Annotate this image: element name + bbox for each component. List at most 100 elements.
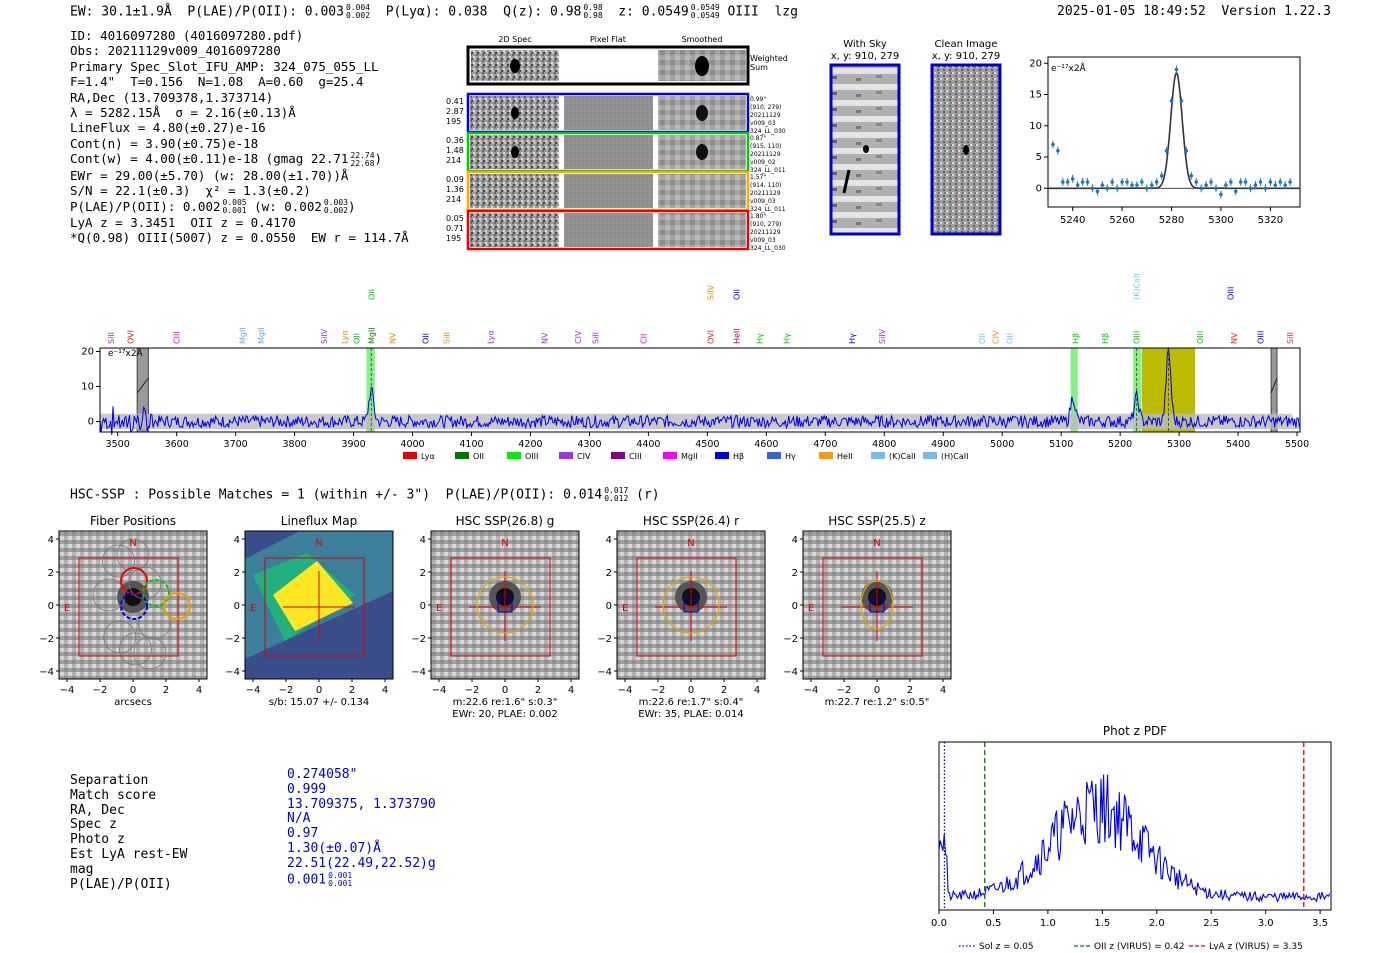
thumb-ytick-label: 4 <box>792 535 798 546</box>
emission-line-label: SiII <box>1286 332 1295 344</box>
emission-line-label: SiII <box>107 332 116 344</box>
thumb-0: Fiber Positions N E 4 2 0 −2 −4 −4 −2 0 2 4 arcsecs <box>40 514 208 708</box>
thumb-ytick-label: −2 <box>225 634 240 645</box>
line-id: OIII <box>727 4 759 20</box>
label-match-score: Match score <box>70 787 157 803</box>
zoom-ytick-label: 20 <box>1030 58 1042 69</box>
emission-line-label: OIII <box>1133 331 1142 344</box>
weighted-label-2: Sum <box>750 63 768 72</box>
zoom-data-point <box>1263 186 1268 191</box>
emission-line-label: OII <box>978 333 987 344</box>
compass-e: E <box>808 603 814 614</box>
legend-swatch <box>663 452 677 459</box>
zoom-data-point <box>1209 180 1213 184</box>
info-plae: P(LAE)/P(OII): 0.002 0.005 0.001 (w: 0.002… <box>70 198 356 216</box>
emission-line-label: NV <box>388 332 397 344</box>
compass-e: E <box>64 603 70 614</box>
emission-line-label: Hβ <box>1101 333 1110 344</box>
thumbnails: Fiber Positions N E 4 2 0 −2 −4 −4 −2 0 2 4 arcsecs Li… <box>40 514 952 720</box>
thumb-caption: EWr: 35, PLAE: 0.014 <box>638 709 744 720</box>
zoom-data-point <box>1283 183 1287 187</box>
zoom-data-point <box>1268 180 1273 184</box>
legend-label: MgII <box>681 452 698 461</box>
pdf-title: Phot z PDF <box>1103 724 1167 738</box>
emission-line-label: Hγ <box>782 333 791 344</box>
info-lya: LyA z = 3.3451 OII z = 0.4170 <box>70 215 296 231</box>
full-xtick-label: 5200 <box>1108 439 1132 450</box>
thumb-1: Lineflux Map N E 4 2 0 −2 −4 −4 −2 0 2 4 s/b: 15.07 +… <box>225 514 394 708</box>
thumb-ytick-label: −4 <box>783 667 798 678</box>
info-radec: RA,Dec (13.709378,1.373714) <box>70 89 274 105</box>
pdf-xtick-label: 1.0 <box>1040 918 1056 929</box>
legend-swatch <box>559 452 573 459</box>
spec2d-row-meta: 324_LL_030 <box>750 245 786 252</box>
emission-line-label: OII <box>353 333 362 344</box>
thumb-title: HSC SSP(26.4) r <box>643 514 739 528</box>
spec2d-row-meta: 0.99" <box>750 96 766 103</box>
zoom-data-point <box>1224 183 1228 187</box>
spec2d-row-num: 0.36 <box>446 136 464 145</box>
legend-label: Lyα <box>421 452 435 461</box>
photz-pdf-chart: Phot z PDF Sol z = 0.05 OII z (VIRUS) = 0.… <box>931 724 1332 950</box>
zoom-unit-label: e⁻¹⁷x2Å <box>1051 62 1087 74</box>
thumb-ytick-label: −4 <box>597 667 612 678</box>
emission-line-label: CIV <box>574 330 583 344</box>
info-contn: Cont(n) = 3.90(±0.75)e-18 <box>70 135 259 151</box>
legend-label: OIII <box>525 452 538 461</box>
full-xtick-label: 4500 <box>695 439 719 450</box>
z-value: z: 0.0549 <box>618 4 689 20</box>
full-xtick-label: 3500 <box>106 439 130 450</box>
thumb-ytick-label: −2 <box>40 634 54 645</box>
zoom-xtick-label: 5260 <box>1109 215 1134 226</box>
sky-images: With Sky x, y: 910, 279 Clean Image x, y… <box>829 39 1002 236</box>
thumb-xtick-label: 0 <box>688 685 694 696</box>
full-xtick-label: 5300 <box>1167 439 1191 450</box>
full-xtick-label: 3900 <box>341 439 365 450</box>
zoom-data-point <box>1229 180 1233 184</box>
info-obs: Obs: 20211129v009_4016097280 <box>70 43 281 59</box>
info-fiber: F=1.4" T=0.156 N=1.08 A=0.60 g=25.4 <box>70 74 364 90</box>
full-xtick-label: 3700 <box>224 439 248 450</box>
thumb-ytick-label: 0 <box>792 601 798 612</box>
label-lya-ew: Est LyA rest-EW <box>70 846 188 862</box>
thumb-xtick-label: −4 <box>60 685 75 696</box>
compass-e: E <box>436 603 442 614</box>
value-match-score: 0.999 <box>287 781 327 797</box>
emission-line-label: CII <box>640 334 649 344</box>
zoom-data-point <box>1243 180 1248 184</box>
full-unit-label: e⁻¹⁷x2Å <box>108 347 144 359</box>
fiber-blue <box>120 592 148 620</box>
thumb-ytick-label: 2 <box>606 568 612 579</box>
spec2d-row-meta: (914, 110) <box>750 182 781 189</box>
legend-label: OII <box>473 452 484 461</box>
value-radec: 13.709375, 1.373790 <box>287 796 436 812</box>
info-primary: Primary Spec_Slot_IFU_AMP: 324_075_055_L… <box>70 58 379 74</box>
compass-e: E <box>622 603 628 614</box>
thumb-xtick-label: −2 <box>837 685 852 696</box>
full-xtick-label: 4600 <box>754 439 778 450</box>
info-q: *Q(0.98) OIII(5007) z = 0.0550 EW r = 11… <box>70 230 409 246</box>
emission-line-label: OVI <box>706 330 715 344</box>
full-axes-frame <box>99 347 1301 433</box>
compass-e: E <box>250 603 256 614</box>
pdf-xtick-label: 2.0 <box>1149 918 1165 929</box>
spec2d-row-meta: v009_03 <box>750 237 776 244</box>
clean-image-coords: x, y: 910, 279 <box>932 51 1001 62</box>
zoom-data-point <box>1090 186 1095 191</box>
zoom-data-point <box>1145 186 1149 191</box>
zoom-data-point <box>1115 186 1119 191</box>
label-radec: RA, Dec <box>70 802 125 818</box>
flag: lzg <box>774 4 798 20</box>
thumb-xtick-label: 2 <box>349 685 355 696</box>
thumb-ytick-label: −2 <box>783 634 798 645</box>
zoom-data-point <box>1056 148 1060 153</box>
legend-label: HeII <box>837 452 853 461</box>
thumb-xtick-label: 4 <box>382 685 388 696</box>
zoom-data-point <box>1273 183 1278 187</box>
full-xtick-label: 4400 <box>636 439 660 450</box>
thumb-xtick-label: 0 <box>502 685 508 696</box>
spec2d-header-3: Smoothed <box>682 35 723 44</box>
thumb-xtick-label: −2 <box>465 685 480 696</box>
